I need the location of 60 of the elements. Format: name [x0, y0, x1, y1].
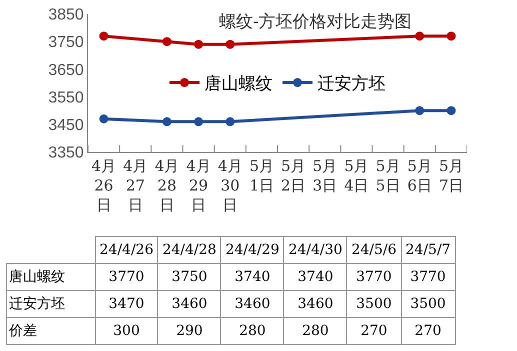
y-tick-label: 3550	[48, 89, 84, 106]
y-tick-label: 3850	[48, 6, 84, 24]
category-label: 24/5/7	[401, 236, 456, 264]
x-tick-label: 5月1日	[249, 157, 274, 194]
legend-label: 唐山螺纹	[6, 264, 95, 290]
text: 价差	[6, 318, 95, 344]
category-label: 24/4/30	[284, 236, 347, 264]
y-tick-label: 3650	[48, 62, 84, 79]
x-tick-label: 4月27日	[123, 157, 148, 214]
data-label: 3470	[95, 290, 158, 318]
data-label: 3460	[284, 290, 347, 318]
category-label: 24/5/6	[346, 236, 401, 264]
point	[415, 32, 424, 41]
legend-label: 迁安方坯	[318, 74, 386, 94]
data-label: 3500	[401, 290, 456, 318]
legend-label: 唐山螺纹	[204, 74, 272, 94]
x-tick-label: 4月26日	[92, 157, 116, 214]
point	[99, 114, 108, 124]
y-tick-label: 3350	[48, 144, 84, 162]
data-label: 300	[95, 318, 158, 344]
point	[194, 40, 204, 49]
data-label: 280	[284, 318, 347, 344]
x-tick-label: 4月30日	[218, 157, 242, 214]
y-tick-label: 3750	[48, 34, 84, 52]
data-label: 3460	[220, 290, 284, 318]
point	[446, 32, 456, 41]
data-label: 270	[401, 318, 456, 344]
data-label: 290	[158, 318, 221, 344]
data-label: 3770	[95, 264, 158, 290]
point	[226, 117, 235, 126]
point	[162, 117, 172, 126]
x-tick-label: 4月28日	[154, 157, 180, 214]
data-label: 270	[346, 318, 401, 344]
data-label: 3460	[158, 290, 221, 318]
category-label: 24/4/28	[158, 236, 221, 264]
x-tick-label: 5月5日	[376, 157, 400, 194]
point	[99, 32, 108, 41]
point	[415, 106, 424, 116]
category-label: 24/4/26	[95, 236, 158, 264]
point	[162, 37, 172, 46]
data-label: 3740	[284, 264, 347, 290]
data-label: 3500	[346, 290, 401, 318]
data-label: 3770	[401, 264, 456, 290]
chart-title: 螺纹-方坯价格对比走势图	[219, 12, 412, 32]
y-tick-label: 3450	[48, 117, 84, 134]
x-tick-label: 5月3日	[312, 157, 338, 194]
x-tick-label: 5月7日	[438, 157, 464, 194]
data-label: 3750	[158, 264, 221, 290]
data-label: 280	[220, 318, 284, 344]
point	[226, 40, 235, 49]
legend-label: 迁安方坯	[6, 290, 95, 318]
point	[446, 106, 456, 116]
data-label: 3770	[346, 264, 401, 290]
data-label: 3740	[220, 264, 284, 290]
point	[194, 117, 204, 126]
x-tick-label: 4月29日	[186, 157, 211, 214]
category-label: 24/4/29	[220, 236, 284, 264]
x-tick-label: 5月4日	[344, 157, 369, 194]
x-tick-label: 5月6日	[407, 157, 432, 194]
x-tick-label: 5月2日	[281, 157, 306, 194]
